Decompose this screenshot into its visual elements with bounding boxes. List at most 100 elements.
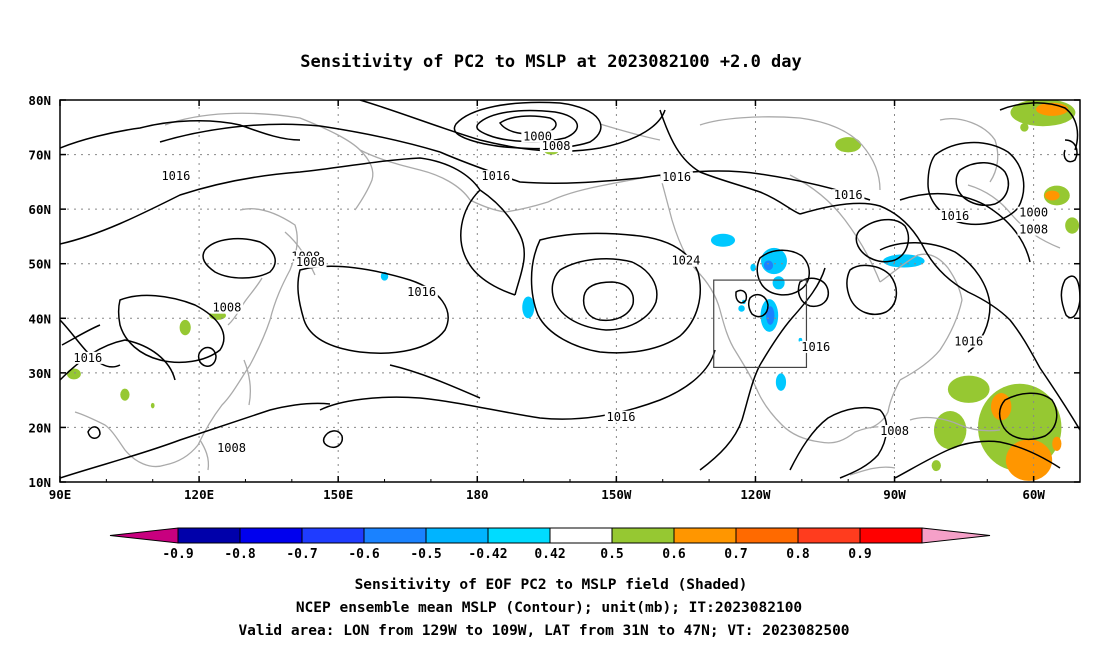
colorbar-high-triangle <box>921 527 991 544</box>
contour-label-bg-8 <box>1017 223 1050 236</box>
contour-label-bg-1 <box>539 140 573 153</box>
footer-line-3: Valid area: LON from 129W to 109W, LAT f… <box>238 623 849 639</box>
contour-label-0: 1000 <box>523 129 552 143</box>
lon-tick-label-7: 60W <box>1022 487 1045 502</box>
shaded-patch-12 <box>1052 436 1062 451</box>
contour-label-17: 1016 <box>607 410 636 424</box>
contour-label-bg-18 <box>878 424 911 437</box>
contour-label-6: 1016 <box>940 209 969 223</box>
colorbar-label-8: 0.6 <box>662 547 686 562</box>
shaded-patch-14 <box>931 460 941 472</box>
footer-line-2: NCEP ensemble mean MSLP (Contour); unit(… <box>296 600 802 616</box>
colorbar-box-3 <box>363 527 427 544</box>
colorbar-box-1 <box>239 527 303 544</box>
contour-label-2: 1016 <box>161 169 190 183</box>
colorbar-box-10 <box>797 527 861 544</box>
lat-tick-label-1: 70N <box>28 148 51 163</box>
colorbar-box-6 <box>549 527 613 544</box>
shaded-patch-6 <box>1065 217 1080 234</box>
contour-label-bg-4 <box>660 171 693 184</box>
map-title: Sensitivity of PC2 to MSLP at 2023082100… <box>300 52 802 72</box>
contour-label-8: 1008 <box>1019 223 1048 237</box>
shaded-patch-16 <box>179 319 191 336</box>
contour-label-bg-10 <box>294 255 327 268</box>
shaded-patch-2 <box>835 137 862 153</box>
contour-label-10: 1008 <box>296 255 325 269</box>
contour-label-5: 1016 <box>834 188 863 202</box>
lon-tick-label-3: 180 <box>466 487 489 502</box>
colorbar-label-11: 0.9 <box>848 547 871 562</box>
lat-tick-label-4: 40N <box>28 311 51 326</box>
valid-area-box <box>713 279 808 369</box>
contour-label-bg-16 <box>71 351 105 364</box>
colorbar-box-9 <box>735 527 799 544</box>
contour-label-15: 1016 <box>954 334 983 348</box>
contour-label-19: 1008 <box>217 441 246 455</box>
axis-labels: 90E 120E 150E 180 150W 120W 90W 60W 80N 70N 60N 50N… <box>28 93 1045 502</box>
colorbar-label-5: -0.42 <box>468 547 507 562</box>
shaded-patch-17 <box>66 368 81 380</box>
axis-ticks <box>59 99 1081 483</box>
lat-tick-label-3: 50N <box>28 257 51 272</box>
colorbar-low-triangle <box>109 527 179 544</box>
contour-label-1: 1008 <box>542 139 571 153</box>
contour-label-bg-19 <box>215 441 248 454</box>
colorbar-box-11 <box>859 527 923 544</box>
contour-label-bg-14 <box>799 340 832 353</box>
contour-label-14: 1016 <box>801 340 830 354</box>
shaded-patch-25 <box>766 306 775 325</box>
colorbar-label-1: -0.8 <box>224 547 255 562</box>
contour-label-bg-2 <box>159 170 193 183</box>
shaded-patch-5 <box>1044 190 1060 201</box>
colorbar-box-8 <box>673 527 737 544</box>
footer-line-1: Sensitivity of EOF PC2 to MSLP field (Sh… <box>355 577 748 593</box>
colorbar-box-5 <box>487 527 551 544</box>
contour-label-bg-3 <box>479 170 513 183</box>
colorbar-label-7: 0.5 <box>600 547 623 562</box>
contour-label-4: 1016 <box>662 170 691 184</box>
shaded-patch-11 <box>1005 439 1053 481</box>
contour-label-bg-12 <box>405 285 438 298</box>
colorbar-label-6: 0.42 <box>534 547 565 562</box>
shaded-patch-19 <box>150 402 155 409</box>
contour-label-bg-5 <box>831 189 865 202</box>
lon-tick-label-6: 90W <box>883 487 906 502</box>
shaded-patch-3 <box>1020 122 1029 132</box>
contour-label-bg-15 <box>952 335 985 348</box>
colorbar-label-4: -0.5 <box>410 547 441 562</box>
colorbar <box>109 527 991 544</box>
contour-label-bg-11 <box>669 254 703 267</box>
colorbar-label-2: -0.7 <box>286 547 317 562</box>
contour-label-12: 1016 <box>407 285 436 299</box>
shaded-patch-26 <box>750 263 756 272</box>
lat-tick-label-7: 10N <box>28 475 51 490</box>
contour-label-11: 1024 <box>671 254 700 268</box>
contour-label-bg-13 <box>210 301 244 314</box>
colorbar-box-7 <box>611 527 675 544</box>
lon-tick-label-2: 150E <box>323 487 353 502</box>
contour-label-bg-0 <box>521 130 554 143</box>
colorbar-box-4 <box>425 527 489 544</box>
colorbar-label-9: 0.7 <box>724 547 747 562</box>
colorbar-labels: -0.9 -0.8 -0.7 -0.6 -0.5 -0.42 0.42 0.5 0.6 0.7 0.… <box>162 547 871 562</box>
shaded-patch-13 <box>933 411 967 450</box>
contour-label-16: 1016 <box>73 351 102 365</box>
lon-tick-label-0: 90E <box>49 487 72 502</box>
lat-tick-label-2: 60N <box>28 202 51 217</box>
lon-tick-label-1: 120E <box>184 487 214 502</box>
contour-label-bg-6 <box>938 209 972 222</box>
lon-tick-label-5: 120W <box>740 487 771 502</box>
contour-label-bg-7 <box>1017 206 1050 219</box>
colorbar-label-10: 0.8 <box>786 547 810 562</box>
colorbar-box-0 <box>177 527 241 544</box>
shaded-patch-23 <box>772 276 785 290</box>
coastlines <box>74 112 1061 476</box>
shaded-patch-30 <box>522 296 535 319</box>
lon-tick-label-4: 150W <box>601 487 632 502</box>
colorbar-box-2 <box>301 527 365 544</box>
lat-tick-label-5: 30N <box>28 366 51 381</box>
contour-label-bg-17 <box>604 410 638 423</box>
